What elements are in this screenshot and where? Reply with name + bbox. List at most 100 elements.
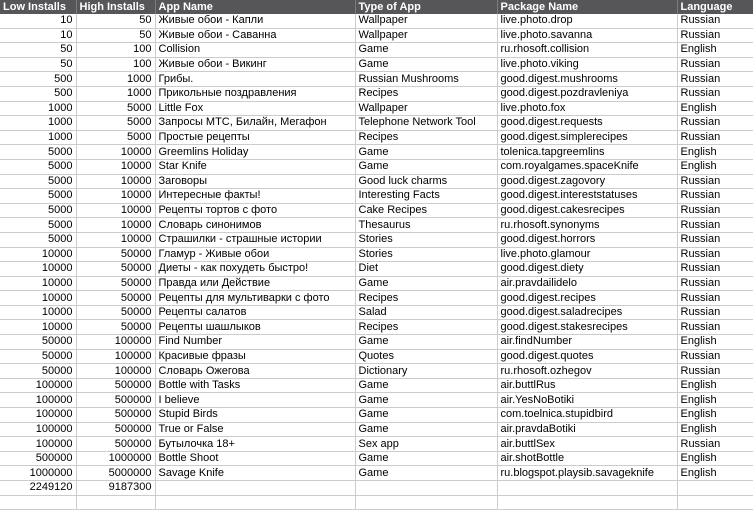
column-header-package-name[interactable]: Package Name (497, 0, 678, 14)
cell-app_name[interactable]: Star Knife (155, 159, 356, 175)
cell-language[interactable]: Russian (677, 436, 753, 452)
cell-low_installs[interactable]: 100000 (0, 422, 77, 438)
cell-low_installs[interactable] (0, 495, 77, 511)
cell-type_of_app[interactable] (355, 480, 498, 496)
cell-app_name[interactable] (155, 495, 356, 511)
cell-package_name[interactable]: good.digest.requests (497, 115, 678, 131)
cell-type_of_app[interactable]: Wallpaper (355, 101, 498, 117)
cell-type_of_app[interactable]: Game (355, 407, 498, 423)
cell-type_of_app[interactable]: Telephone Network Tool (355, 115, 498, 131)
cell-type_of_app[interactable]: Sex app (355, 436, 498, 452)
cell-low_installs[interactable]: 10000 (0, 319, 77, 336)
cell-app_name[interactable]: Little Fox (155, 101, 356, 117)
cell-package_name[interactable]: air.pravdailidelo (497, 276, 678, 292)
cell-high_installs[interactable]: 5000000 (76, 465, 156, 481)
cell-language[interactable]: English (677, 42, 753, 58)
cell-package_name[interactable]: ru.blogspot.playsib.savageknife (497, 465, 678, 481)
cell-package_name[interactable]: ru.rhosoft.synonyms (497, 217, 678, 233)
cell-low_installs[interactable]: 50000 (0, 363, 77, 379)
cell-language[interactable] (677, 480, 753, 496)
cell-app_name[interactable] (155, 480, 356, 496)
cell-language[interactable]: English (677, 392, 753, 409)
cell-language[interactable]: English (677, 159, 753, 175)
cell-low_installs[interactable]: 500 (0, 86, 77, 102)
cell-high_installs[interactable]: 5000 (76, 115, 156, 131)
cell-language[interactable]: Russian (677, 247, 753, 263)
cell-app_name[interactable]: Диеты - как похудеть быстро! (155, 261, 356, 277)
cell-type_of_app[interactable]: Wallpaper (355, 28, 498, 44)
cell-type_of_app[interactable]: Game (355, 392, 498, 409)
cell-package_name[interactable]: air.YesNoBotiki (497, 392, 678, 409)
cell-low_installs[interactable]: 1000 (0, 130, 77, 146)
cell-package_name[interactable]: good.digest.mushrooms (497, 71, 678, 87)
cell-app_name[interactable]: Грибы. (155, 71, 356, 87)
cell-language[interactable] (677, 495, 753, 511)
cell-low_installs[interactable]: 50000 (0, 349, 77, 365)
cell-app_name[interactable]: Живые обои - Викинг (155, 57, 356, 73)
cell-app_name[interactable]: Бутылочка 18+ (155, 436, 356, 452)
cell-language[interactable]: Russian (677, 71, 753, 87)
cell-language[interactable]: English (677, 378, 753, 394)
cell-package_name[interactable]: good.digest.horrors (497, 232, 678, 248)
cell-type_of_app[interactable]: Thesaurus (355, 217, 498, 233)
cell-language[interactable]: Russian (677, 115, 753, 131)
cell-low_installs[interactable]: 50 (0, 42, 77, 58)
cell-language[interactable]: Russian (677, 363, 753, 379)
cell-type_of_app[interactable]: Game (355, 276, 498, 292)
cell-high_installs[interactable]: 10000 (76, 203, 156, 219)
cell-package_name[interactable]: live.photo.glamour (497, 247, 678, 263)
cell-app_name[interactable]: Savage Knife (155, 465, 356, 481)
cell-low_installs[interactable]: 50000 (0, 334, 77, 350)
cell-package_name[interactable]: live.photo.drop (497, 14, 678, 29)
cell-type_of_app[interactable]: Game (355, 57, 498, 73)
cell-package_name[interactable]: good.digest.diety (497, 261, 678, 277)
cell-type_of_app[interactable]: Game (355, 451, 498, 467)
cell-low_installs[interactable]: 1000000 (0, 465, 77, 481)
cell-package_name[interactable]: air.findNumber (497, 334, 678, 350)
cell-app_name[interactable]: Stupid Birds (155, 407, 356, 423)
cell-app_name[interactable]: Рецепты тортов с фото (155, 203, 356, 219)
cell-app_name[interactable]: Bottle with Tasks (155, 378, 356, 394)
cell-low_installs[interactable]: 10 (0, 14, 77, 29)
cell-type_of_app[interactable]: Game (355, 334, 498, 350)
cell-package_name[interactable]: good.digest.simplerecipes (497, 130, 678, 146)
column-header-low-installs[interactable]: Low Installs (0, 0, 77, 14)
cell-low_installs[interactable]: 5000 (0, 188, 77, 204)
cell-type_of_app[interactable]: Recipes (355, 290, 498, 306)
cell-language[interactable]: Russian (677, 28, 753, 44)
cell-language[interactable]: Russian (677, 349, 753, 365)
cell-high_installs[interactable]: 50000 (76, 247, 156, 263)
cell-type_of_app[interactable]: Quotes (355, 349, 498, 365)
cell-language[interactable]: Russian (677, 57, 753, 73)
cell-package_name[interactable]: com.royalgames.spaceKnife (497, 159, 678, 175)
cell-low_installs[interactable]: 10000 (0, 290, 77, 306)
cell-high_installs[interactable]: 100000 (76, 349, 156, 365)
cell-app_name[interactable]: Запросы МТС, Билайн, Мегафон (155, 115, 356, 131)
cell-low_installs[interactable]: 10000 (0, 276, 77, 292)
cell-type_of_app[interactable]: Recipes (355, 319, 498, 336)
cell-app_name[interactable]: Рецепты шашлыков (155, 319, 356, 336)
cell-low_installs[interactable]: 5000 (0, 217, 77, 233)
cell-package_name[interactable]: air.pravdaBotiki (497, 422, 678, 438)
cell-high_installs[interactable]: 50 (76, 14, 156, 29)
cell-app_name[interactable]: Заговоры (155, 174, 356, 190)
cell-package_name[interactable] (497, 480, 678, 496)
cell-high_installs[interactable]: 100 (76, 57, 156, 73)
cell-package_name[interactable]: good.digest.quotes (497, 349, 678, 365)
cell-language[interactable]: English (677, 407, 753, 423)
cell-app_name[interactable]: Гламур - Живые обои (155, 247, 356, 263)
cell-language[interactable]: Russian (677, 130, 753, 146)
cell-app_name[interactable]: Интересные факты! (155, 188, 356, 204)
cell-language[interactable]: English (677, 451, 753, 467)
cell-app_name[interactable]: I believe (155, 392, 356, 409)
cell-high_installs[interactable]: 50000 (76, 276, 156, 292)
cell-high_installs[interactable] (76, 495, 156, 511)
cell-high_installs[interactable]: 10000 (76, 159, 156, 175)
cell-type_of_app[interactable]: Stories (355, 232, 498, 248)
cell-low_installs[interactable]: 5000 (0, 232, 77, 248)
cell-type_of_app[interactable]: Game (355, 378, 498, 394)
cell-app_name[interactable]: Словарь Ожегова (155, 363, 356, 379)
cell-low_installs[interactable]: 10000 (0, 247, 77, 263)
cell-high_installs[interactable]: 50000 (76, 261, 156, 277)
cell-package_name[interactable] (497, 495, 678, 511)
